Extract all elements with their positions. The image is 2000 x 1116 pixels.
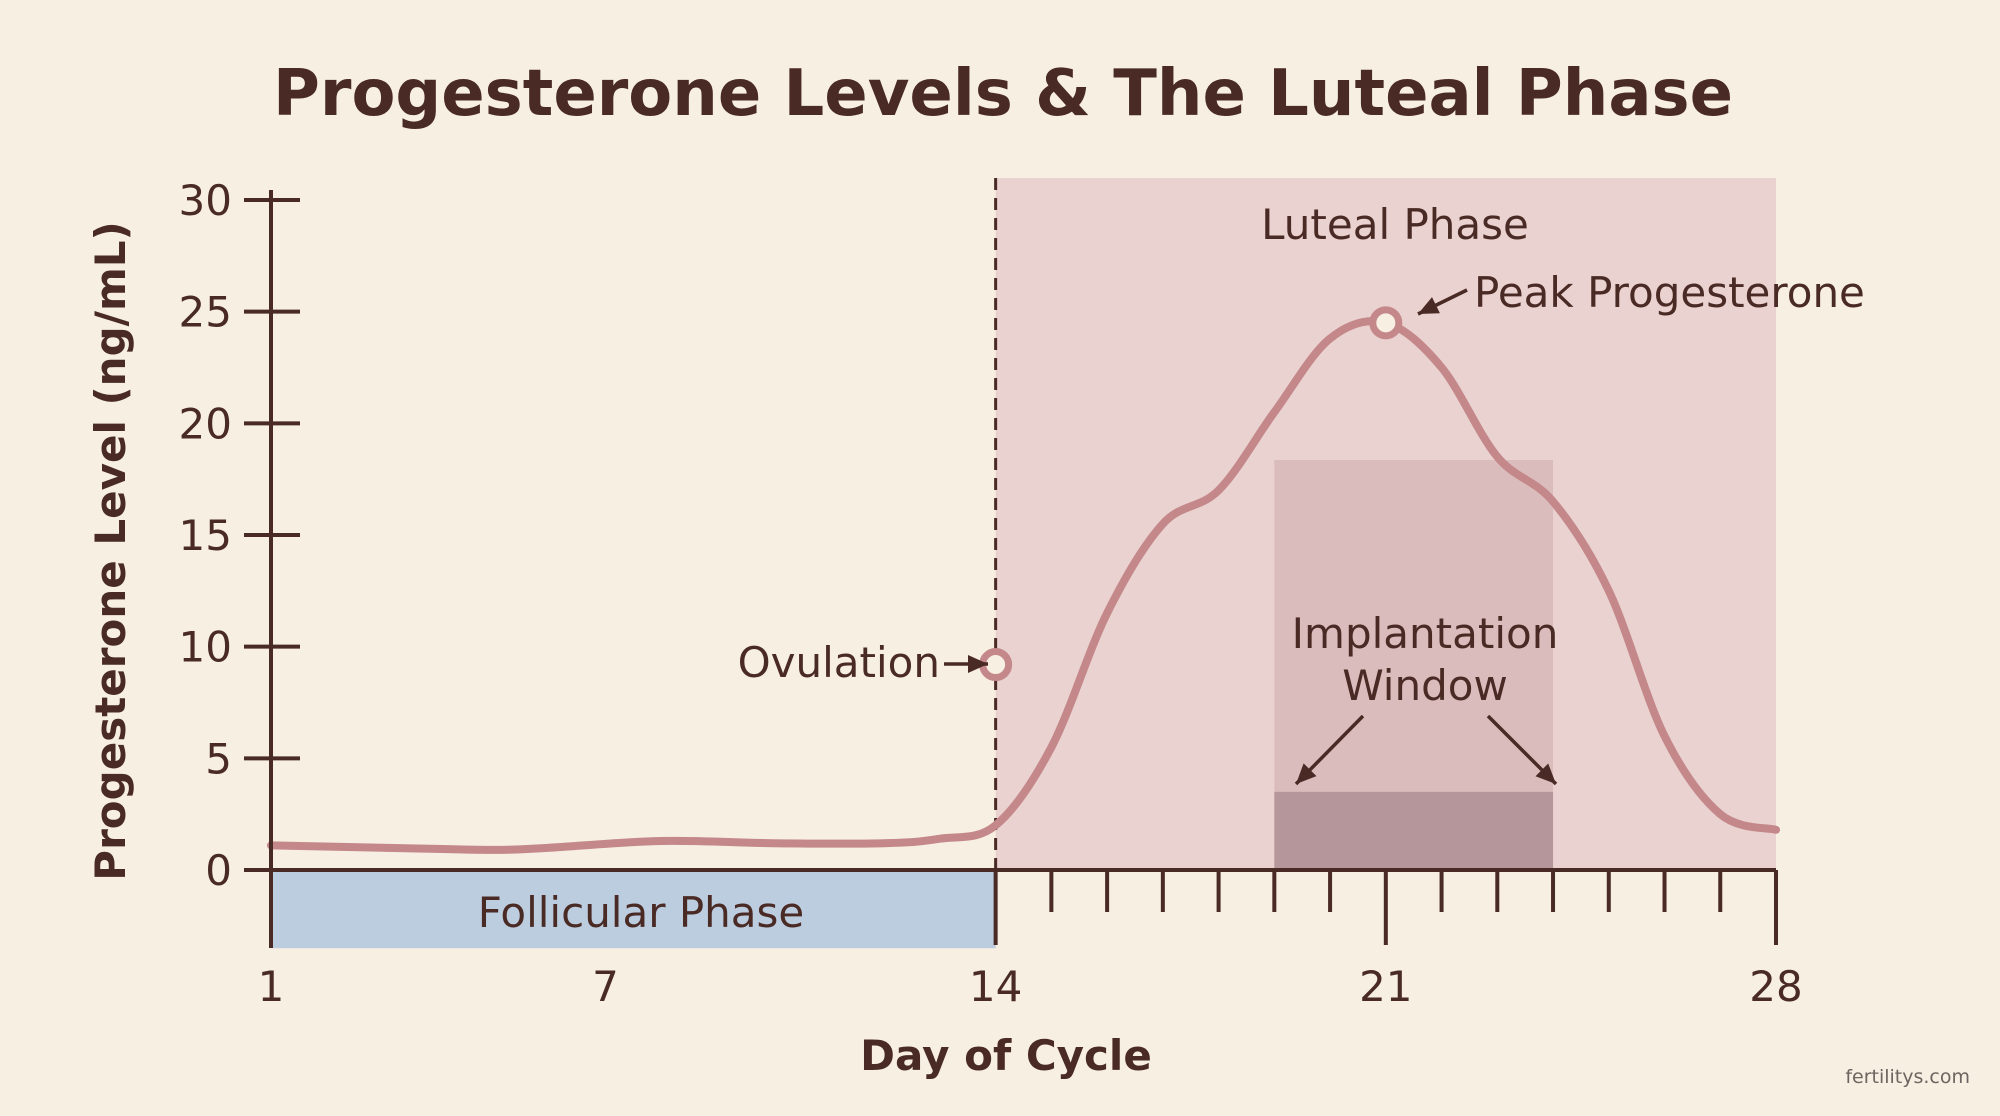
x-tick-label: 21	[1359, 962, 1412, 1011]
ovulation-label: Ovulation	[738, 638, 940, 687]
peak-label: Peak Progesterone	[1474, 268, 1865, 317]
regions-layer	[271, 178, 1776, 949]
x-tick-label: 7	[592, 962, 619, 1011]
x-axis-title: Day of Cycle	[860, 1031, 1152, 1080]
y-tick-label: 5	[205, 734, 232, 783]
y-tick-label: 0	[205, 846, 232, 895]
labels-layer: 0 5 10 15 20 25 30 1 7 14 21 28 Luteal Phase Follicul…	[179, 176, 1865, 1011]
source-watermark: fertilitys.com	[1845, 1066, 1970, 1088]
peak-marker	[1369, 306, 1403, 340]
implantation-arrow-right-head	[1535, 763, 1556, 784]
luteal-phase-label: Luteal Phase	[1261, 200, 1529, 249]
implantation-window-label: Implantation Window	[1292, 609, 1559, 710]
curve-layer	[267, 317, 1780, 854]
follicular-phase-label: Follicular Phase	[478, 888, 805, 937]
y-tick-label: 25	[179, 288, 232, 337]
implantation-arrow-left-head	[1296, 763, 1317, 784]
y-tick-label: 15	[179, 511, 232, 560]
implantation-window-bar	[1274, 791, 1554, 870]
axes-layer	[244, 190, 1778, 948]
y-axis-title: Progesterone Level (ng/mL)	[86, 221, 135, 880]
x-tick-label: 28	[1749, 962, 1802, 1011]
y-tick-label: 10	[179, 623, 232, 672]
follicular-phase-region	[271, 870, 996, 949]
progesterone-curve	[267, 317, 1780, 854]
x-tick-label: 14	[969, 962, 1022, 1011]
y-tick-label: 30	[179, 176, 232, 225]
y-tick-label: 20	[179, 399, 232, 448]
peak-arrow-head	[1418, 297, 1440, 314]
chart-title: Progesterone Levels & The Luteal Phase	[273, 57, 1733, 131]
ovulation-arrow-head	[968, 655, 988, 673]
x-tick-label: 1	[258, 962, 285, 1011]
